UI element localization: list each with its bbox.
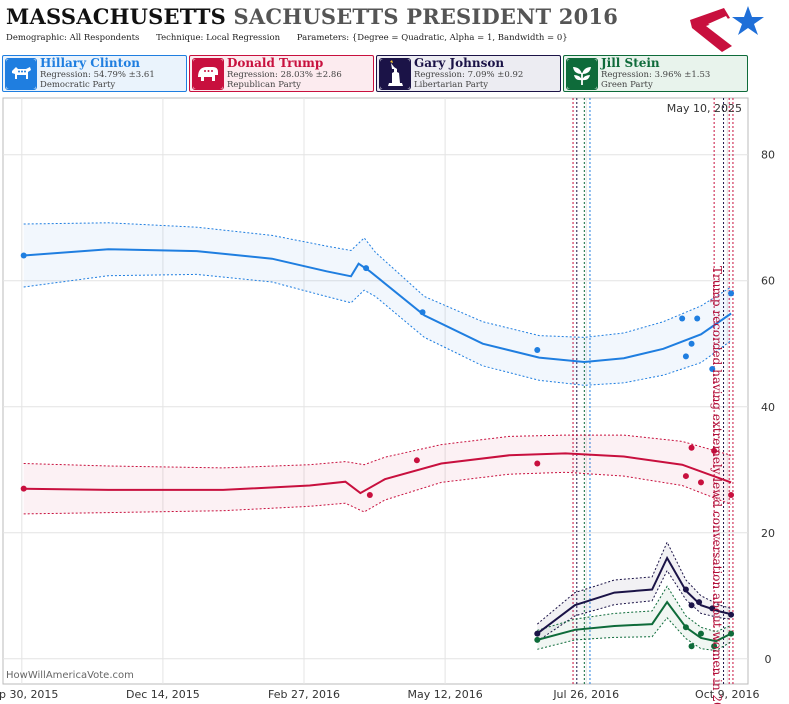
poll-point xyxy=(682,624,689,631)
elephant-icon xyxy=(192,58,224,90)
poll-point xyxy=(709,365,716,372)
band-upper xyxy=(537,585,732,633)
candidate-name: Jill Stein xyxy=(601,56,660,70)
y-tick-label: 80 xyxy=(761,149,775,162)
technique-value: Local Regression xyxy=(206,33,281,43)
candidate-name: Gary Johnson xyxy=(414,56,505,70)
polling-chart: 0 20 40 60 80 Sep 30, 2015 Dec 14, 2015 Feb 27,… xyxy=(0,97,775,704)
y-tick-label: 0 xyxy=(765,653,772,666)
candidate-party: Democratic Party xyxy=(40,80,116,90)
poll-point xyxy=(688,444,695,451)
candidate-regression: Regression: 28.03% ±2.86 xyxy=(227,70,342,80)
y-tick-label: 20 xyxy=(761,527,775,540)
candidate-regression: Regression: 7.09% ±0.92 xyxy=(414,70,524,80)
poll-point xyxy=(682,473,689,480)
event-lines xyxy=(572,98,734,684)
band-upper xyxy=(536,541,732,625)
poll-point xyxy=(728,630,735,637)
poll-point xyxy=(682,353,689,360)
parameters-value: {Degree = Quadratic, Alpha = 1, Bandwidt… xyxy=(351,33,568,43)
trend-line xyxy=(23,248,732,364)
candidate-card-trump[interactable]: Donald Trump Regression: 28.03% ±2.86 Re… xyxy=(189,55,374,92)
poll-point xyxy=(697,630,704,637)
poll-point xyxy=(534,460,541,467)
grid xyxy=(2,97,749,685)
poll-point xyxy=(413,457,420,464)
candidate-regression: Regression: 54.79% ±3.61 xyxy=(40,70,155,80)
liberty-statue-icon xyxy=(379,58,411,90)
candidate-name: Donald Trump xyxy=(227,56,324,70)
poll-point xyxy=(20,252,27,259)
confidence-band xyxy=(23,435,732,514)
poll-point xyxy=(688,340,695,347)
trend-line xyxy=(537,600,732,643)
axes: 0 20 40 60 80 Sep 30, 2015 Dec 14, 2015 Feb 27,… xyxy=(0,149,775,701)
donkey-icon xyxy=(5,58,37,90)
y-tick-label: 60 xyxy=(761,275,775,288)
confidence-band xyxy=(537,586,732,651)
poll-point xyxy=(534,347,541,354)
y-tick-label: 40 xyxy=(761,401,775,414)
x-tick-label: Jul 26, 2016 xyxy=(552,688,619,701)
star-icon xyxy=(732,6,764,35)
leaf-icon xyxy=(566,58,598,90)
band-lower xyxy=(537,569,732,642)
poll-point xyxy=(711,643,718,650)
watermark: HowWillAmericaVote.com xyxy=(6,670,134,681)
trend-line xyxy=(23,452,732,495)
poll-point xyxy=(697,479,704,486)
poll-point xyxy=(728,290,735,297)
poll-point xyxy=(728,491,735,498)
poll-points xyxy=(20,252,735,650)
x-tick-label: Dec 14, 2015 xyxy=(126,688,200,701)
demographic-value: All Respondents xyxy=(69,33,140,43)
confidence-band xyxy=(23,222,732,386)
poll-point xyxy=(20,485,27,492)
site-logo[interactable] xyxy=(686,2,786,54)
poll-point xyxy=(534,630,541,637)
candidate-party: Libertarian Party xyxy=(414,80,489,90)
poll-point xyxy=(682,586,689,593)
poll-point xyxy=(534,636,541,643)
title-race: SACHUSETTS PRESIDENT 2016 xyxy=(233,4,619,29)
x-tick-label: May 12, 2016 xyxy=(407,688,482,701)
candidate-party: Green Party xyxy=(601,80,653,90)
poll-point xyxy=(366,491,373,498)
x-tick-label: Sep 30, 2015 xyxy=(0,688,58,701)
poll-point xyxy=(419,309,426,316)
analysis-parameters: Demographic: All Respondents Technique: … xyxy=(6,33,568,43)
band-lower xyxy=(23,471,732,515)
plot-border xyxy=(2,97,749,685)
event-annotation: Trump recorded having extremely lewd con… xyxy=(710,266,724,704)
poll-point xyxy=(694,315,701,322)
candidate-party: Republican Party xyxy=(227,80,301,90)
current-date-label: May 10, 2025 xyxy=(667,102,742,115)
band-lower xyxy=(537,617,732,652)
candidate-card-johnson[interactable]: Gary Johnson Regression: 7.09% ±0.92 Lib… xyxy=(376,55,561,92)
candidate-name: Hillary Clinton xyxy=(40,56,140,70)
poll-point xyxy=(679,315,686,322)
poll-point xyxy=(696,599,703,606)
poll-point xyxy=(709,605,716,612)
x-tick-label: Feb 27, 2016 xyxy=(268,688,340,701)
technique-label: Technique: xyxy=(156,33,204,43)
candidate-card-clinton[interactable]: Hillary Clinton Regression: 54.79% ±3.61… xyxy=(2,55,187,92)
candidate-regression: Regression: 3.96% ±1.53 xyxy=(601,70,711,80)
page-title: MASSACHUSETTS SACHUSETTS PRESIDENT 2016 xyxy=(6,4,618,29)
x-tick-label: Oct 9, 2016 xyxy=(695,688,760,701)
candidate-card-stein[interactable]: Jill Stein Regression: 3.96% ±1.53 Green… xyxy=(563,55,748,92)
poll-point xyxy=(363,265,370,272)
parameters-label: Parameters: xyxy=(296,33,350,43)
poll-point xyxy=(711,447,718,454)
confidence-bands xyxy=(23,222,732,652)
demographic-label: Demographic: xyxy=(6,33,67,43)
poll-point xyxy=(728,611,735,618)
poll-point xyxy=(688,643,695,650)
title-state: MASSACHUSETTS xyxy=(6,4,227,29)
poll-point xyxy=(688,602,695,609)
